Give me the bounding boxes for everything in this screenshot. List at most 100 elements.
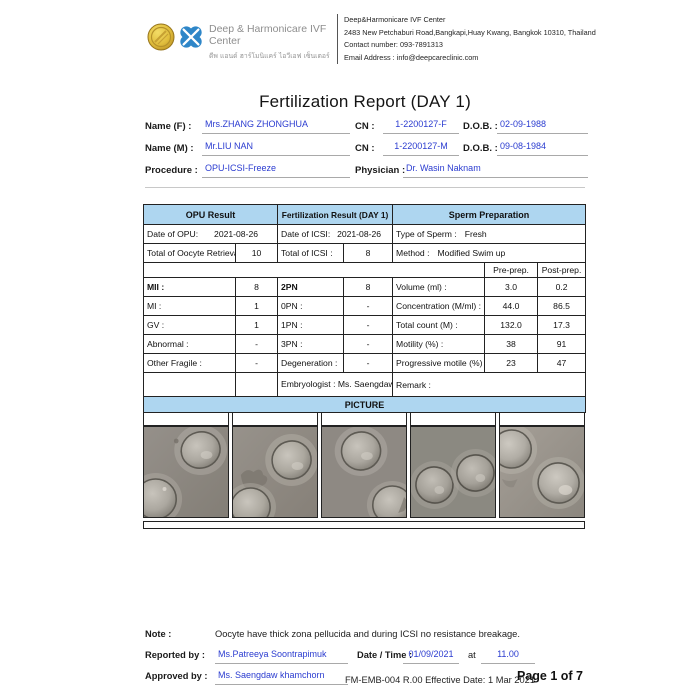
dob-f-label: D.O.B. : <box>463 121 498 132</box>
oocyte-micrograph-4 <box>410 426 496 518</box>
name-m-value: Mr.LIU NAN <box>202 141 350 156</box>
picture-strip <box>143 412 585 518</box>
method-value: Modified Swim up <box>437 248 506 258</box>
letterhead: Deep & Harmonicare IVF Center ดีพ แอนด์ … <box>146 13 596 64</box>
2pn-label: 2PN <box>277 277 345 297</box>
sperm-preparation-header: Sperm Preparation <box>392 204 587 225</box>
concentration-label: Concentration (M/ml) : <box>392 296 486 316</box>
3pn-value: - <box>343 334 394 354</box>
clinic-name-thai: ดีพ แอนด์ ฮาร์โมนิแคร์ ไอวีเอฟ เซ็นเตอร์ <box>209 51 330 60</box>
0pn-label: 0PN : <box>277 296 345 316</box>
cn-f-label: CN : <box>355 121 375 132</box>
other-fragile-label: Other Fragile : <box>143 353 236 373</box>
total-count-label: Total count (M) : <box>392 315 486 335</box>
table-row: Other Fragile : - Degeneration : - Progr… <box>143 353 587 373</box>
physician-value: Dr. Wasin Naknam <box>403 163 588 178</box>
clinic-logo <box>146 22 204 52</box>
note-label: Note : <box>145 629 172 639</box>
progressive-motile-post-value: 47 <box>537 353 587 373</box>
table-row: OPU Result Fertilization Result (DAY 1) … <box>142 204 587 225</box>
embryologist-cell: Embryologist : Ms. Saengdaw khamchorn <box>277 372 394 397</box>
picture-label-4 <box>410 412 496 426</box>
table-bottom-spacer-row <box>143 521 585 529</box>
picture-cell-1 <box>143 412 229 518</box>
dob-f-value: 02-09-1988 <box>497 119 588 134</box>
abnormal-label: Abnormal : <box>143 334 236 354</box>
clinic-address-line: 2483 New Petchaburi Road,Bangkapi,Huay K… <box>344 27 596 37</box>
cn-f-value: 1-2200127-F <box>383 119 459 134</box>
total-count-post-value: 17.3 <box>537 315 587 335</box>
date-of-icsi-value: 2021-08-26 <box>337 229 382 239</box>
motility-post-value: 91 <box>537 334 587 354</box>
clinic-info-line: Deep&Harmonicare IVF Center <box>344 15 446 24</box>
picture-cell-4 <box>410 412 496 518</box>
table-row: Pre-prep. Post-prep. <box>142 262 587 278</box>
table-row: PICTURE <box>142 396 587 413</box>
clinic-phone-line: Contact number: 093-7891313 <box>344 40 443 50</box>
approved-by-row: Approved by : Ms. Saengdaw khamchorn FM-… <box>145 669 615 687</box>
section-divider-line <box>145 187 585 188</box>
report-time-value: 11.00 <box>481 649 535 664</box>
date-of-icsi-cell: Date of ICSI: 2021-08-26 <box>277 224 394 244</box>
gv-label: GV : <box>143 315 236 335</box>
date-of-icsi-label: Date of ICSI: <box>281 229 331 239</box>
empty-cell <box>234 372 279 397</box>
total-oocyte-label: Total of Oocyte Retrieval : <box>143 243 236 263</box>
procedure-value: OPU-ICSI-Freeze <box>202 163 350 178</box>
type-of-sperm-value: Fresh <box>464 229 487 239</box>
degeneration-value: - <box>343 353 394 373</box>
reported-by-value: Ms.Patreeya Soontrapimuk <box>215 649 348 664</box>
oocyte-micrograph-3 <box>321 426 407 518</box>
table-row: Total of Oocyte Retrieval : 10 Total of … <box>143 243 587 263</box>
abnormal-value: - <box>234 334 279 354</box>
table-row: GV : 1 1PN : - Total count (M) : 132.0 1… <box>143 315 587 335</box>
volume-pre-value: 3.0 <box>484 277 539 297</box>
motility-pre-value: 38 <box>484 334 539 354</box>
type-of-sperm-label: Type of Sperm : <box>396 229 457 239</box>
post-prep-column-header: Post-prep. <box>537 262 587 278</box>
date-of-opu-value: 2021-08-26 <box>214 229 259 239</box>
approved-by-label: Approved by : <box>145 671 208 681</box>
name-f-label: Name (F) : <box>145 121 192 132</box>
table-row: Embryologist : Ms. Saengdaw khamchorn Re… <box>143 372 587 397</box>
report-date-value: 01/09/2021 <box>403 649 459 664</box>
concentration-post-value: 86.5 <box>537 296 587 316</box>
picture-label-3 <box>321 412 407 426</box>
gv-value: 1 <box>234 315 279 335</box>
note-row: Note : Oocyte have thick zona pellucida … <box>145 629 615 645</box>
table-row: Abnormal : - 3PN : - Motility (%) : 38 9… <box>143 334 587 354</box>
spacer-cell <box>142 262 486 278</box>
at-label: at <box>468 650 476 660</box>
mii-value: 8 <box>234 277 279 297</box>
page-title: Fertilization Report (DAY 1) <box>259 92 471 111</box>
blue-clover-icon <box>180 26 202 48</box>
picture-label-5 <box>499 412 585 426</box>
clinic-name-english: Deep & Harmonicare IVF Center <box>209 23 327 47</box>
method-cell: Method : Modified Swim up <box>392 243 587 263</box>
remark-cell: Remark : <box>392 372 587 397</box>
2pn-value: 8 <box>343 277 394 297</box>
1pn-label: 1PN : <box>277 315 345 335</box>
pre-prep-column-header: Pre-prep. <box>484 262 539 278</box>
date-of-opu-label: Date of OPU: <box>147 229 199 239</box>
oocyte-micrograph-1 <box>143 426 229 518</box>
motility-label: Motility (%) : <box>392 334 486 354</box>
reported-by-row: Reported by : Ms.Patreeya Soontrapimuk D… <box>145 649 615 666</box>
other-fragile-value: - <box>234 353 279 373</box>
page-number: Page 1 of 7 <box>517 669 583 683</box>
oocyte-micrograph-5 <box>499 426 585 518</box>
picture-section-header: PICTURE <box>142 396 587 413</box>
1pn-value: - <box>343 315 394 335</box>
form-code-text: FM-EMB-004 R.00 Effective Date: 1 Mar 20… <box>345 675 535 685</box>
cn-m-label: CN : <box>355 143 375 154</box>
mi-value: 1 <box>234 296 279 316</box>
table-row: Date of OPU: 2021-08-26 Date of ICSI: 20… <box>142 224 587 244</box>
total-count-pre-value: 132.0 <box>484 315 539 335</box>
oocyte-micrograph-2 <box>232 426 318 518</box>
opu-result-header: OPU Result <box>142 204 279 225</box>
patient-row-procedure: Procedure : OPU-ICSI-Freeze Physician : … <box>145 163 590 182</box>
name-m-label: Name (M) : <box>145 143 194 154</box>
fertilization-result-header: Fertilization Result (DAY 1) <box>277 204 394 225</box>
patient-row-male: Name (M) : Mr.LIU NAN CN : 1-2200127-M D… <box>145 141 590 160</box>
